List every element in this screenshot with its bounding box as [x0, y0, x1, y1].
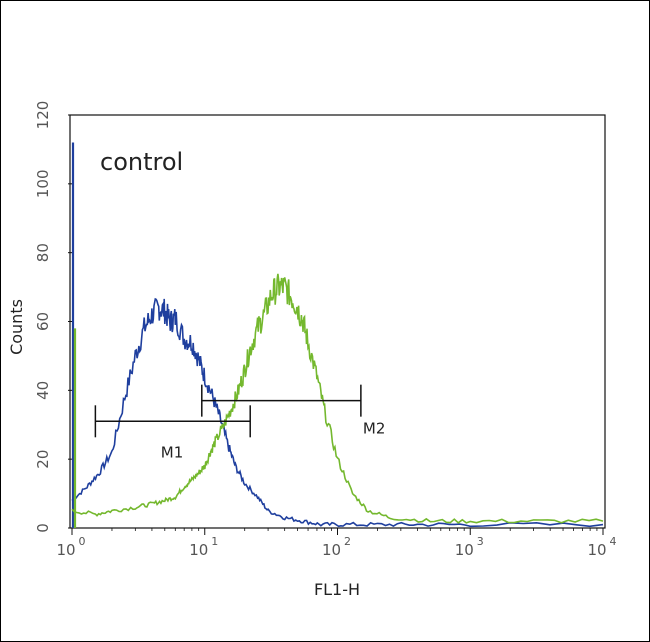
y-tick-label: 20 — [34, 450, 52, 469]
y-tick-label: 60 — [34, 312, 52, 331]
y-tick-label: 40 — [34, 381, 52, 400]
x-axis-ticks: 10 0 10 1 10 2 10 3 10 4 — [56, 528, 617, 559]
marker-layer: M1 M2 — [94, 384, 386, 461]
annotation-control: control — [100, 148, 183, 176]
x-tick-exponent: 1 — [211, 535, 218, 548]
y-tick-label: 120 — [34, 101, 52, 130]
y-axis-label: Counts — [7, 299, 26, 355]
plot-area — [69, 114, 606, 529]
y-tick-label: 100 — [34, 170, 52, 199]
x-tick-exponent: 0 — [79, 535, 86, 548]
y-axis-ticks: 0 20 40 60 80 100 120 — [34, 101, 72, 533]
x-tick-label: 10 — [56, 541, 75, 559]
x-tick-label: 10 — [322, 541, 341, 559]
series-line-2 — [71, 273, 604, 524]
x-tick-exponent: 3 — [477, 535, 484, 548]
x-tick-label: 10 — [587, 541, 606, 559]
x-axis-label: FL1-H — [314, 580, 360, 599]
x-tick-label: 10 — [189, 541, 208, 559]
marker-m2: M2 — [201, 384, 386, 438]
marker-label-m2: M2 — [363, 420, 386, 438]
x-tick-exponent: 2 — [344, 535, 351, 548]
x-tick-exponent: 4 — [610, 535, 617, 548]
marker-label-m1: M1 — [161, 443, 184, 461]
x-tick-label: 10 — [455, 541, 474, 559]
series-layer — [71, 142, 604, 528]
series-line-1 — [71, 297, 604, 528]
marker-m1: M1 — [94, 405, 251, 461]
y-tick-label: 80 — [34, 243, 52, 262]
y-tick-label: 0 — [34, 523, 52, 533]
